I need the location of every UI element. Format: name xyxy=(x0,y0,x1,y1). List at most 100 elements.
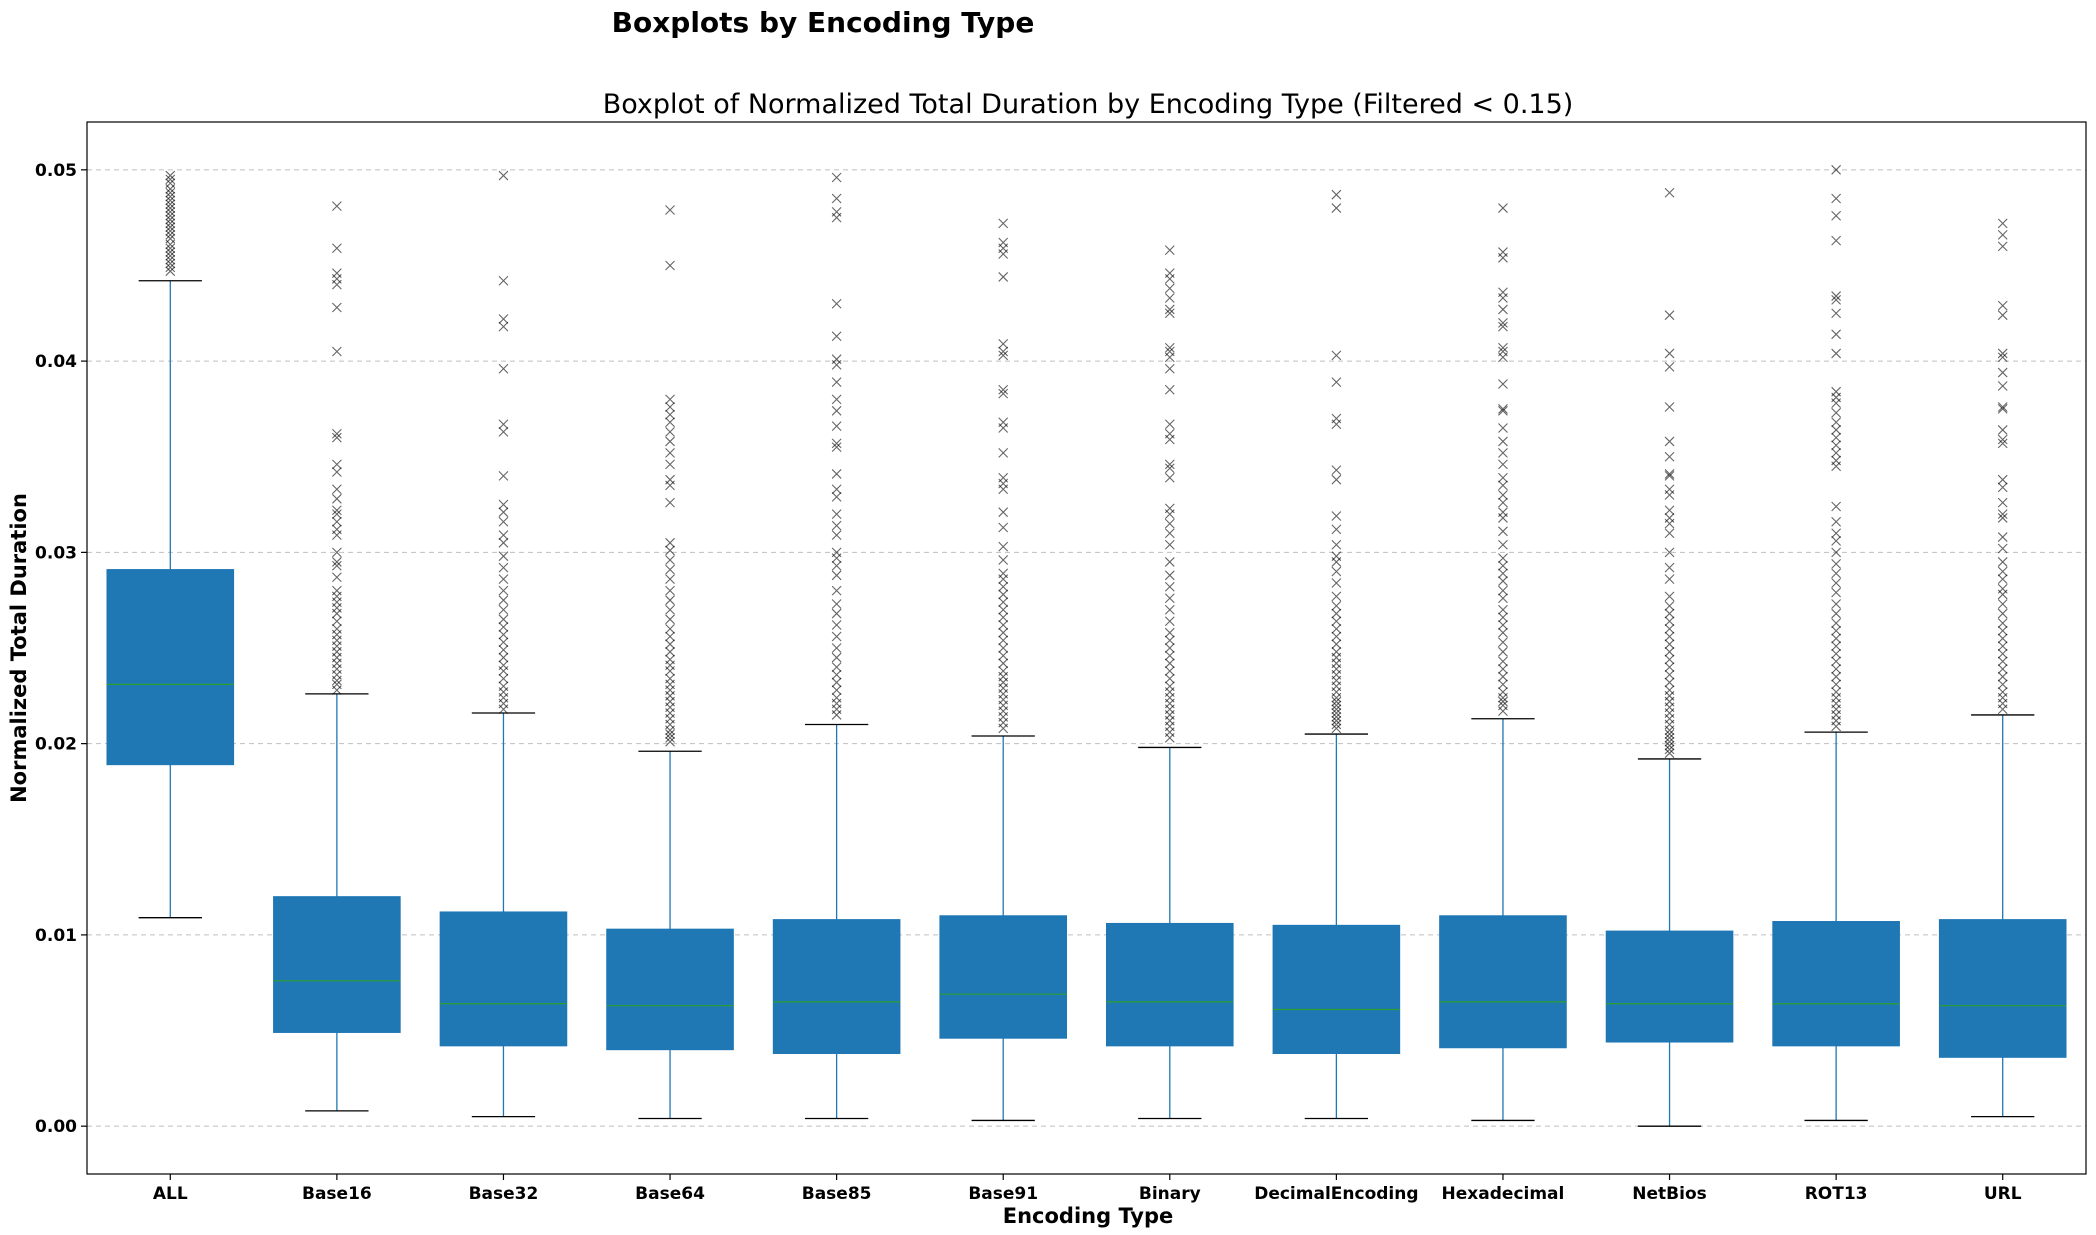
flier-point xyxy=(1331,203,1342,213)
flier-point xyxy=(1164,666,1175,676)
flier-point xyxy=(1664,685,1675,695)
flier-point xyxy=(165,207,176,217)
flier-point xyxy=(831,469,842,479)
flier-point xyxy=(1831,633,1842,644)
flier-point xyxy=(1664,402,1675,412)
flier-point xyxy=(665,646,675,657)
flier-point xyxy=(498,645,509,655)
flier-point xyxy=(1831,618,1842,629)
box-group-base91 xyxy=(939,218,1068,1122)
flier-point xyxy=(331,557,342,567)
flier-point xyxy=(1664,469,1675,479)
y-gridlines xyxy=(87,169,2086,1127)
flier-point xyxy=(831,530,842,541)
flier-point xyxy=(498,652,509,663)
flier-point xyxy=(1498,490,1508,500)
flier-point xyxy=(665,595,675,606)
flier-point xyxy=(998,581,1009,592)
flier-point xyxy=(831,331,842,342)
y-tick-label: 0.01 xyxy=(35,926,77,946)
flier-point xyxy=(1331,631,1342,642)
flier-point xyxy=(1664,591,1675,602)
flier-point xyxy=(998,272,1009,282)
flier-point xyxy=(1831,164,1842,175)
flier-point xyxy=(498,629,509,640)
x-tick-label: Base64 xyxy=(635,1184,705,1204)
box-group-binary xyxy=(1105,245,1234,1120)
flier-point xyxy=(1331,704,1342,715)
flier-point xyxy=(1664,729,1675,739)
flier-point xyxy=(1164,293,1175,303)
flier-point xyxy=(1831,656,1842,667)
y-tick-label: 0.03 xyxy=(35,543,77,563)
flier-point xyxy=(1164,539,1175,550)
flier-point xyxy=(1331,696,1342,707)
flier-point xyxy=(1997,633,2008,644)
flier-point xyxy=(1664,646,1675,657)
flier-point xyxy=(1498,696,1508,707)
flier-point xyxy=(1831,308,1842,319)
flier-point xyxy=(498,585,509,596)
flier-point xyxy=(998,597,1009,607)
flier-point xyxy=(998,350,1009,361)
flier-point xyxy=(1831,516,1842,527)
flier-point xyxy=(1498,317,1508,328)
flier-point xyxy=(831,631,842,642)
flier-point xyxy=(1997,497,2008,508)
flier-point xyxy=(165,258,176,269)
flier-point xyxy=(1831,386,1842,397)
flier-point xyxy=(1498,637,1508,648)
x-tick-label: ALL xyxy=(153,1184,188,1204)
flier-point xyxy=(165,254,176,265)
flier-point xyxy=(165,214,176,225)
flier-point xyxy=(665,729,675,739)
flier-point xyxy=(331,432,342,443)
flier-point xyxy=(1831,648,1842,659)
flier-point xyxy=(498,170,509,181)
flier-point xyxy=(665,631,675,642)
flier-point xyxy=(1498,247,1508,257)
flier-point xyxy=(831,669,842,680)
flier-point xyxy=(1498,568,1508,579)
flier-point xyxy=(165,170,176,181)
box-iqr xyxy=(273,896,401,1033)
y-tick-label: 0.05 xyxy=(35,161,77,181)
flier-point xyxy=(998,666,1009,676)
flier-point xyxy=(1831,440,1842,451)
flier-point xyxy=(1498,203,1508,213)
flier-point xyxy=(665,555,675,565)
flier-point xyxy=(1664,484,1675,495)
flier-point xyxy=(1831,578,1842,588)
flier-point xyxy=(1831,348,1842,359)
flier-point xyxy=(1997,625,2008,636)
flier-point xyxy=(1664,733,1675,743)
flier-point xyxy=(498,314,509,324)
flier-point xyxy=(1664,601,1675,611)
flier-point xyxy=(1997,543,2008,554)
x-axis-label: Encoding Type xyxy=(1003,1204,1174,1228)
flier-point xyxy=(1831,417,1842,428)
flier-point xyxy=(165,210,176,221)
flier-point xyxy=(1498,612,1508,623)
flier-point xyxy=(1831,455,1842,466)
flier-point xyxy=(1498,620,1508,630)
y-axis-label: Normalized Total Duration xyxy=(7,493,31,803)
flier-point xyxy=(1498,448,1508,458)
flier-point xyxy=(1498,404,1508,414)
flier-point xyxy=(665,585,675,596)
flier-point xyxy=(1498,423,1508,433)
plot-frame xyxy=(86,121,2087,1175)
flier-point xyxy=(165,251,176,261)
flier-point xyxy=(331,467,342,477)
flier-point xyxy=(1664,748,1675,759)
flier-point xyxy=(1997,482,2008,493)
flier-point xyxy=(1498,560,1508,571)
flier-point xyxy=(998,388,1009,399)
flier-point xyxy=(1498,656,1508,667)
flier-point xyxy=(165,243,176,254)
flier-point xyxy=(1997,367,2008,378)
flier-point xyxy=(1831,558,1842,569)
flier-point xyxy=(831,442,842,453)
flier-point xyxy=(831,692,842,703)
flier-point xyxy=(1331,377,1342,388)
